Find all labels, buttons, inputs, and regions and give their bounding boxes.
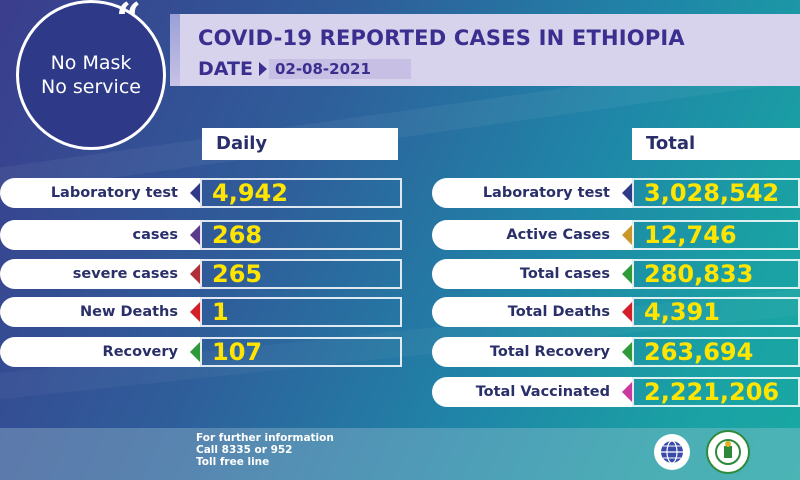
daily-row-value: 1 xyxy=(200,297,402,327)
no-mask-badge: No Mask No service xyxy=(16,0,166,150)
row-marker-icon xyxy=(622,223,634,247)
total-row-value: 2,221,206 xyxy=(632,377,800,407)
daily-row-cases: cases 268 xyxy=(0,220,402,250)
ministry-of-health-logo xyxy=(654,434,690,470)
row-marker-icon xyxy=(190,300,202,324)
daily-row-laboratory-test: Laboratory test 4,942 xyxy=(0,178,402,208)
total-row-active-cases: Active Cases 12,746 xyxy=(432,220,800,250)
total-row-total-recovery: Total Recovery 263,694 xyxy=(432,337,800,367)
row-marker-icon xyxy=(190,181,202,205)
daily-header: Daily xyxy=(202,128,398,160)
row-marker-icon xyxy=(622,181,634,205)
total-row-value: 3,028,542 xyxy=(632,178,800,208)
daily-row-new-deaths: New Deaths 1 xyxy=(0,297,402,327)
daily-row-value: 268 xyxy=(200,220,402,250)
total-row-total-vaccinated: Total Vaccinated 2,221,206 xyxy=(432,377,800,407)
quote-mark-icon: “ xyxy=(116,0,142,45)
total-row-value: 263,694 xyxy=(632,337,800,367)
badge-line-2: No service xyxy=(41,76,141,98)
total-row-label: Total Vaccinated xyxy=(432,377,632,407)
footer-line-2: Call 8335 or 952 xyxy=(196,444,293,456)
total-row-value: 12,746 xyxy=(632,220,800,250)
total-row-label: Laboratory test xyxy=(432,178,632,208)
date-value: 02-08-2021 xyxy=(268,59,411,79)
daily-row-value: 4,942 xyxy=(200,178,402,208)
total-row-laboratory-test: Laboratory test 3,028,542 xyxy=(432,178,800,208)
daily-row-label: Laboratory test xyxy=(0,178,200,208)
daily-row-label: cases xyxy=(0,220,200,250)
date-label: DATE xyxy=(198,58,253,80)
daily-row-label: New Deaths xyxy=(0,297,200,327)
emblem-icon xyxy=(715,439,741,465)
row-marker-icon xyxy=(622,262,634,286)
footer-line-1: For further information xyxy=(196,432,334,444)
total-row-label: Active Cases xyxy=(432,220,632,250)
daily-row-value: 265 xyxy=(200,259,402,289)
row-marker-icon xyxy=(622,340,634,364)
page-title: COVID-19 REPORTED CASES IN ETHIOPIA xyxy=(198,26,685,50)
total-row-label: Total cases xyxy=(432,259,632,289)
badge-line-1: No Mask xyxy=(50,52,132,74)
row-marker-icon xyxy=(190,223,202,247)
row-marker-icon xyxy=(622,300,634,324)
row-marker-icon xyxy=(190,340,202,364)
total-header: Total xyxy=(632,128,800,160)
daily-row-severe-cases: severe cases 265 xyxy=(0,259,402,289)
daily-row-recovery: Recovery 107 xyxy=(0,337,402,367)
daily-row-label: Recovery xyxy=(0,337,200,367)
daily-row-value: 107 xyxy=(200,337,402,367)
row-marker-icon xyxy=(622,380,634,404)
total-row-total-cases: Total cases 280,833 xyxy=(432,259,800,289)
date-arrow-icon xyxy=(258,62,267,76)
globe-icon xyxy=(661,440,683,464)
row-marker-icon xyxy=(190,262,202,286)
footer-line-3: Toll free line xyxy=(196,456,270,468)
total-row-label: Total Recovery xyxy=(432,337,632,367)
ephi-logo xyxy=(706,430,750,474)
total-row-label: Total Deaths xyxy=(432,297,632,327)
total-row-value: 280,833 xyxy=(632,259,800,289)
total-row-value: 4,391 xyxy=(632,297,800,327)
title-banner: COVID-19 REPORTED CASES IN ETHIOPIA DATE… xyxy=(170,14,800,86)
total-row-total-deaths: Total Deaths 4,391 xyxy=(432,297,800,327)
date-row: DATE 02-08-2021 xyxy=(198,58,411,80)
daily-row-label: severe cases xyxy=(0,259,200,289)
footer-info: For further information Call 8335 or 952… xyxy=(196,432,334,468)
